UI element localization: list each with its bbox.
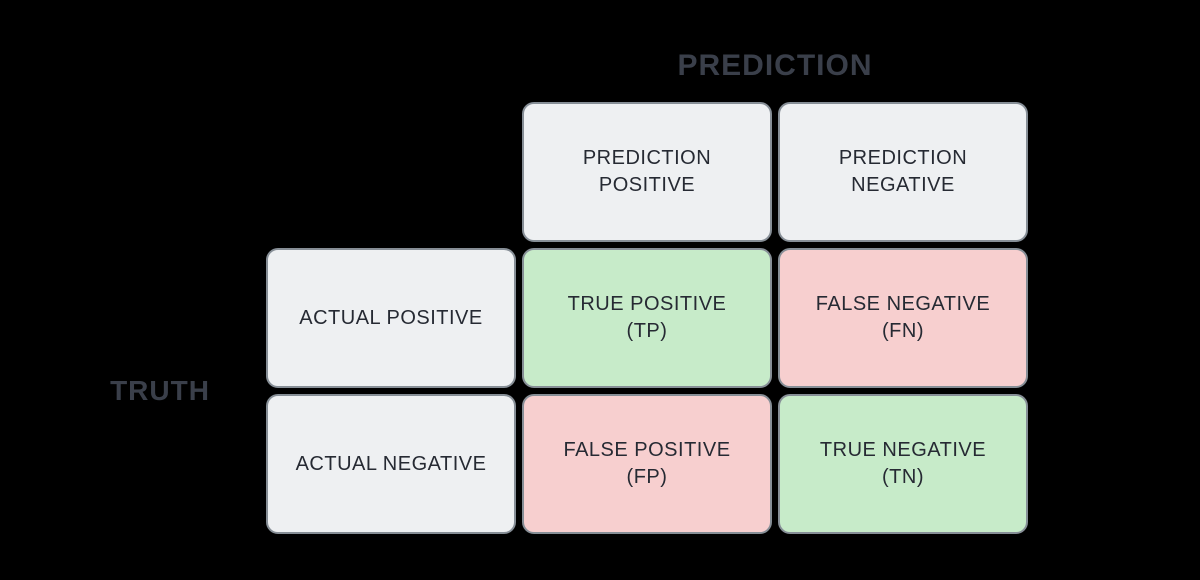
cell-fn-line2: (FN) <box>816 318 990 345</box>
col-header-positive: PREDICTION POSITIVE <box>522 102 772 242</box>
cell-tp-line1: TRUE POSITIVE <box>568 291 727 318</box>
cell-fp-line1: FALSE POSITIVE <box>563 437 730 464</box>
cell-tn-line2: (TN) <box>820 464 986 491</box>
axis-label-prediction: PREDICTION <box>522 36 1028 96</box>
cell-fn-line1: FALSE NEGATIVE <box>816 291 990 318</box>
row-header-positive: ACTUAL POSITIVE <box>266 248 516 388</box>
blank-cell <box>266 102 516 242</box>
cell-tn: TRUE NEGATIVE (TN) <box>778 394 1028 534</box>
axis-label-truth: TRUTH <box>60 248 260 534</box>
cell-tp: TRUE POSITIVE (TP) <box>522 248 772 388</box>
blank-cell <box>60 102 260 242</box>
confusion-matrix: PREDICTION PREDICTION POSITIVE PREDICTIO… <box>60 36 1028 534</box>
cell-fp: FALSE POSITIVE (FP) <box>522 394 772 534</box>
cell-tn-line1: TRUE NEGATIVE <box>820 437 986 464</box>
cell-fn: FALSE NEGATIVE (FN) <box>778 248 1028 388</box>
cell-tp-line2: (TP) <box>568 318 727 345</box>
cell-fp-line2: (FP) <box>563 464 730 491</box>
blank-cell <box>60 36 260 96</box>
col-header-negative: PREDICTION NEGATIVE <box>778 102 1028 242</box>
row-header-negative: ACTUAL NEGATIVE <box>266 394 516 534</box>
blank-cell <box>266 36 516 96</box>
